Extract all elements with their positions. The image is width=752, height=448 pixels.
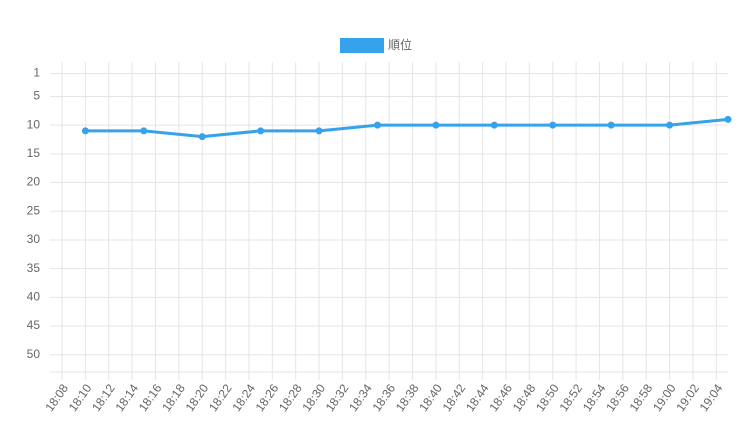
x-tick-label: 18:24 <box>229 381 258 414</box>
x-tick-label: 18:20 <box>183 381 212 414</box>
x-tick-label: 18:32 <box>323 381 352 414</box>
point <box>490 121 498 129</box>
point <box>724 115 732 123</box>
y-tick-label: 15 <box>27 146 41 160</box>
point <box>198 133 206 141</box>
x-tick-label: 18:12 <box>89 381 118 414</box>
y-tick-label: 20 <box>27 175 41 189</box>
x-tick-label: 18:40 <box>416 381 445 414</box>
x-tick-label: 18:54 <box>580 381 609 414</box>
point <box>81 127 89 135</box>
x-tick-label: 18:36 <box>370 381 399 414</box>
x-tick-label: 18:30 <box>299 381 328 414</box>
x-tick-label: 18:26 <box>253 381 282 414</box>
y-tick-label: 30 <box>27 232 41 246</box>
y-tick-label: 1 <box>33 66 40 80</box>
y-tick-label: 35 <box>27 261 41 275</box>
x-tick-label: 18:14 <box>112 381 141 414</box>
y-tick-label: 5 <box>33 89 40 103</box>
point <box>549 121 557 129</box>
point <box>666 121 674 129</box>
legend-label: 順位 <box>388 37 412 52</box>
x-tick-label: 19:02 <box>673 381 702 414</box>
point <box>140 127 148 135</box>
x-tick-label: 18:44 <box>463 381 492 414</box>
y-tick-label: 10 <box>27 117 41 131</box>
point <box>315 127 323 135</box>
line <box>85 117 729 139</box>
x-tick-label: 18:16 <box>136 381 165 414</box>
legend-swatch <box>340 38 384 53</box>
y-tick-label: 40 <box>27 290 41 304</box>
x-tick-label: 18:46 <box>486 381 515 414</box>
point <box>257 127 265 135</box>
x-tick-label: 18:56 <box>603 381 632 414</box>
x-tick-label: 18:50 <box>533 381 562 414</box>
x-tick-label: 18:42 <box>440 381 469 414</box>
x-tick-label: 18:18 <box>159 381 188 414</box>
x-tick-label: 18:08 <box>42 381 71 414</box>
x-tick-label: 18:52 <box>556 381 585 414</box>
x-tick-label: 18:22 <box>206 381 235 414</box>
y-tick-label: 50 <box>27 347 41 361</box>
x-tick-label: 18:48 <box>510 381 539 414</box>
y-tick-label: 25 <box>27 203 41 217</box>
point <box>373 121 381 129</box>
x-tick-label: 19:00 <box>650 381 679 414</box>
x-tick-label: 18:38 <box>393 381 422 414</box>
x-tick-label: 18:10 <box>66 381 95 414</box>
point <box>607 121 615 129</box>
x-tick-label: 18:58 <box>627 381 656 414</box>
x-tick-label: 18:34 <box>346 381 375 414</box>
y-tick-label: 45 <box>27 318 41 332</box>
point <box>432 121 440 129</box>
x-tick-label: 19:04 <box>697 381 726 414</box>
x-tick-label: 18:28 <box>276 381 305 414</box>
